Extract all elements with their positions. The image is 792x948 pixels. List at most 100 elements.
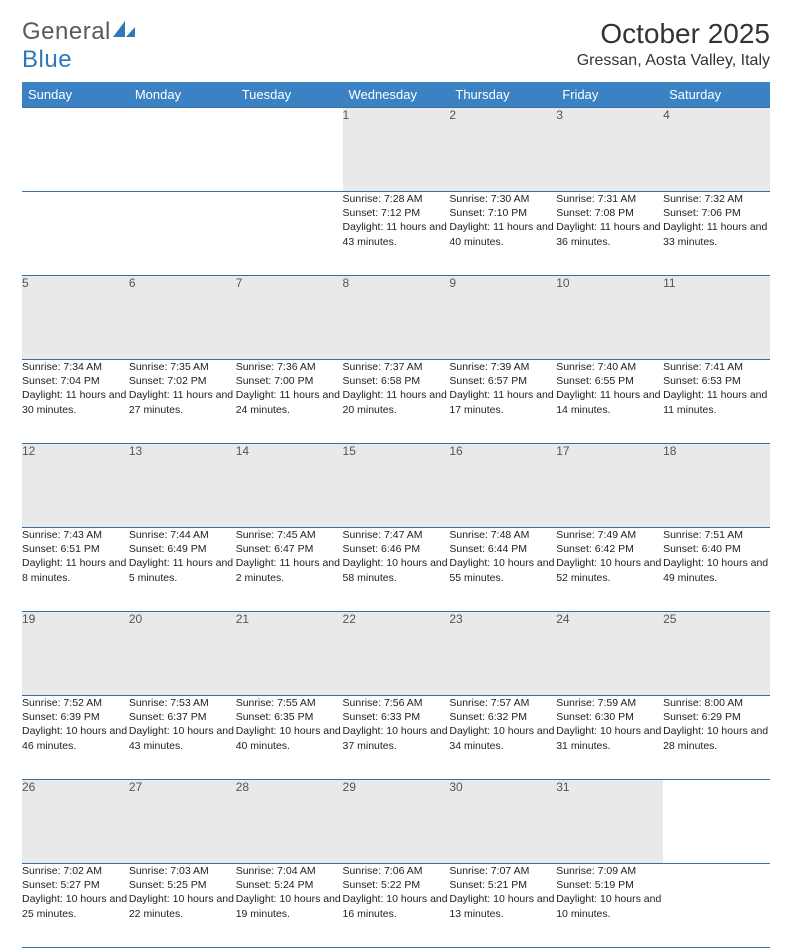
daylight-line: Daylight: 11 hours and 43 minutes. [343,220,450,248]
sunset-line: Sunset: 7:12 PM [343,206,450,220]
sunset-line: Sunset: 6:42 PM [556,542,663,556]
day-number-cell: 14 [236,444,343,528]
weekday-header: Saturday [663,82,770,108]
day-content-cell: Sunrise: 7:59 AMSunset: 6:30 PMDaylight:… [556,696,663,780]
day-number-cell: 11 [663,276,770,360]
weekday-header: Tuesday [236,82,343,108]
daynum-row: 12131415161718 [22,444,770,528]
day-content-cell: Sunrise: 7:03 AMSunset: 5:25 PMDaylight:… [129,864,236,948]
logo-text: General Blue [22,18,137,74]
daylight-line: Daylight: 11 hours and 36 minutes. [556,220,663,248]
sunset-line: Sunset: 6:51 PM [22,542,129,556]
daylight-line: Daylight: 11 hours and 2 minutes. [236,556,343,584]
sunrise-line: Sunrise: 7:51 AM [663,528,770,542]
day-content-cell: Sunrise: 7:53 AMSunset: 6:37 PMDaylight:… [129,696,236,780]
day-content-cell: Sunrise: 7:45 AMSunset: 6:47 PMDaylight:… [236,528,343,612]
daylight-line: Daylight: 10 hours and 55 minutes. [449,556,556,584]
day-number-cell: 18 [663,444,770,528]
day-content-cell: Sunrise: 7:51 AMSunset: 6:40 PMDaylight:… [663,528,770,612]
sunrise-line: Sunrise: 7:34 AM [22,360,129,374]
calendar-page: General Blue October 2025 Gressan, Aosta… [0,0,792,612]
day-number-cell: 8 [343,276,450,360]
day-content-cell: Sunrise: 7:49 AMSunset: 6:42 PMDaylight:… [556,528,663,612]
day-content-cell: Sunrise: 7:55 AMSunset: 6:35 PMDaylight:… [236,696,343,780]
weekday-header: Thursday [449,82,556,108]
content-row: Sunrise: 7:43 AMSunset: 6:51 PMDaylight:… [22,528,770,612]
sunrise-line: Sunrise: 7:48 AM [449,528,556,542]
sunset-line: Sunset: 7:02 PM [129,374,236,388]
sunset-line: Sunset: 6:37 PM [129,710,236,724]
sunrise-line: Sunrise: 7:47 AM [343,528,450,542]
sunset-line: Sunset: 6:39 PM [22,710,129,724]
day-content-cell [22,192,129,276]
daylight-line: Daylight: 11 hours and 11 minutes. [663,388,770,416]
day-content-cell: Sunrise: 8:00 AMSunset: 6:29 PMDaylight:… [663,696,770,780]
day-number-cell: 17 [556,444,663,528]
day-content-cell: Sunrise: 7:06 AMSunset: 5:22 PMDaylight:… [343,864,450,948]
day-content-cell: Sunrise: 7:02 AMSunset: 5:27 PMDaylight:… [22,864,129,948]
day-content-cell: Sunrise: 7:28 AMSunset: 7:12 PMDaylight:… [343,192,450,276]
sunset-line: Sunset: 6:40 PM [663,542,770,556]
day-content-cell: Sunrise: 7:47 AMSunset: 6:46 PMDaylight:… [343,528,450,612]
day-number-cell: 7 [236,276,343,360]
sunrise-line: Sunrise: 7:36 AM [236,360,343,374]
title-block: October 2025 Gressan, Aosta Valley, Ital… [577,18,770,70]
daylight-line: Daylight: 11 hours and 30 minutes. [22,388,129,416]
sunrise-line: Sunrise: 7:56 AM [343,696,450,710]
daylight-line: Daylight: 10 hours and 58 minutes. [343,556,450,584]
calendar-body: 1234Sunrise: 7:28 AMSunset: 7:12 PMDayli… [22,108,770,948]
day-content-cell: Sunrise: 7:39 AMSunset: 6:57 PMDaylight:… [449,360,556,444]
sunrise-line: Sunrise: 7:40 AM [556,360,663,374]
logo-sail-icon [111,19,137,39]
day-number-cell: 30 [449,780,556,864]
day-content-cell: Sunrise: 7:40 AMSunset: 6:55 PMDaylight:… [556,360,663,444]
day-number-cell: 26 [22,780,129,864]
sunrise-line: Sunrise: 7:32 AM [663,192,770,206]
daylight-line: Daylight: 11 hours and 24 minutes. [236,388,343,416]
day-content-cell: Sunrise: 7:37 AMSunset: 6:58 PMDaylight:… [343,360,450,444]
day-number-cell: 27 [129,780,236,864]
daylight-line: Daylight: 10 hours and 31 minutes. [556,724,663,752]
day-number-cell: 19 [22,612,129,696]
daylight-line: Daylight: 10 hours and 49 minutes. [663,556,770,584]
sunset-line: Sunset: 7:00 PM [236,374,343,388]
day-number-cell: 29 [343,780,450,864]
day-content-cell: Sunrise: 7:34 AMSunset: 7:04 PMDaylight:… [22,360,129,444]
sunrise-line: Sunrise: 7:31 AM [556,192,663,206]
sunset-line: Sunset: 7:06 PM [663,206,770,220]
sunrise-line: Sunrise: 7:53 AM [129,696,236,710]
sunrise-line: Sunrise: 7:06 AM [343,864,450,878]
sunset-line: Sunset: 6:32 PM [449,710,556,724]
sunset-line: Sunset: 5:25 PM [129,878,236,892]
sunset-line: Sunset: 5:27 PM [22,878,129,892]
day-number-cell: 23 [449,612,556,696]
sunrise-line: Sunrise: 7:28 AM [343,192,450,206]
day-number-cell: 13 [129,444,236,528]
sunrise-line: Sunrise: 7:30 AM [449,192,556,206]
sunset-line: Sunset: 6:33 PM [343,710,450,724]
sunrise-line: Sunrise: 7:41 AM [663,360,770,374]
sunset-line: Sunset: 6:57 PM [449,374,556,388]
day-content-cell: Sunrise: 7:41 AMSunset: 6:53 PMDaylight:… [663,360,770,444]
sunset-line: Sunset: 5:22 PM [343,878,450,892]
daynum-row: 262728293031 [22,780,770,864]
weekday-header: Monday [129,82,236,108]
daylight-line: Daylight: 10 hours and 34 minutes. [449,724,556,752]
daylight-line: Daylight: 11 hours and 8 minutes. [22,556,129,584]
sunset-line: Sunset: 5:21 PM [449,878,556,892]
day-number-cell: 15 [343,444,450,528]
sunrise-line: Sunrise: 7:45 AM [236,528,343,542]
content-row: Sunrise: 7:52 AMSunset: 6:39 PMDaylight:… [22,696,770,780]
daylight-line: Daylight: 11 hours and 14 minutes. [556,388,663,416]
day-number-cell: 3 [556,108,663,192]
weekday-header-row: Sunday Monday Tuesday Wednesday Thursday… [22,82,770,108]
sunrise-line: Sunrise: 7:37 AM [343,360,450,374]
daynum-row: 1234 [22,108,770,192]
content-row: Sunrise: 7:02 AMSunset: 5:27 PMDaylight:… [22,864,770,948]
topbar: General Blue October 2025 Gressan, Aosta… [22,18,770,74]
sunset-line: Sunset: 6:29 PM [663,710,770,724]
sunset-line: Sunset: 6:49 PM [129,542,236,556]
day-content-cell: Sunrise: 7:56 AMSunset: 6:33 PMDaylight:… [343,696,450,780]
daylight-line: Daylight: 11 hours and 27 minutes. [129,388,236,416]
daylight-line: Daylight: 10 hours and 37 minutes. [343,724,450,752]
